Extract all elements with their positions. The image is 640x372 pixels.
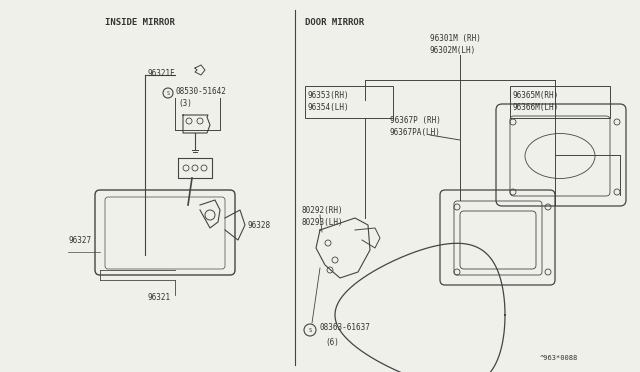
Text: (6): (6) xyxy=(325,337,339,346)
Bar xyxy=(510,86,610,118)
Text: 96328: 96328 xyxy=(248,221,271,230)
Text: DOOR MIRROR: DOOR MIRROR xyxy=(305,17,364,26)
Text: ^963*0088: ^963*0088 xyxy=(540,355,579,361)
Text: 96321E: 96321E xyxy=(148,68,176,77)
Text: 96354(LH): 96354(LH) xyxy=(308,103,349,112)
Text: (3): (3) xyxy=(178,99,192,108)
Text: 08363-61637: 08363-61637 xyxy=(320,324,371,333)
Text: 96327: 96327 xyxy=(68,235,91,244)
Text: 96367P (RH): 96367P (RH) xyxy=(390,115,441,125)
Text: 80293(LH): 80293(LH) xyxy=(302,218,344,227)
Text: S: S xyxy=(166,90,170,96)
Text: 08530-51642: 08530-51642 xyxy=(175,87,226,96)
Text: 96321: 96321 xyxy=(148,294,171,302)
Bar xyxy=(305,86,393,118)
Text: 96302M(LH): 96302M(LH) xyxy=(430,45,476,55)
Text: 96365M(RH): 96365M(RH) xyxy=(513,90,559,99)
Text: 80292(RH): 80292(RH) xyxy=(302,205,344,215)
Text: 96301M (RH): 96301M (RH) xyxy=(430,33,481,42)
Text: INSIDE MIRROR: INSIDE MIRROR xyxy=(105,17,175,26)
Text: 96353(RH): 96353(RH) xyxy=(308,90,349,99)
Text: 96367PA(LH): 96367PA(LH) xyxy=(390,128,441,137)
Text: S: S xyxy=(308,327,312,333)
Text: 96366M(LH): 96366M(LH) xyxy=(513,103,559,112)
